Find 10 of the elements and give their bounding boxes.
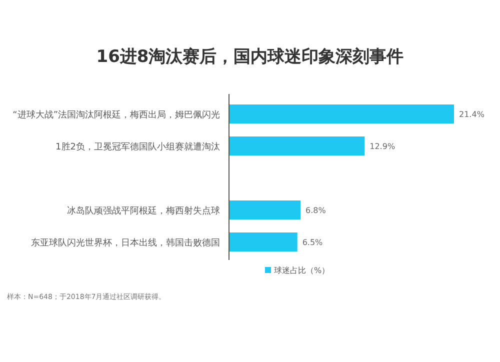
data-label: 6.8% bbox=[305, 206, 326, 215]
data-label: 21.4% bbox=[459, 110, 485, 119]
y-tick-label: 冰岛队顽强战平阿根廷，梅西射失点球 bbox=[67, 206, 220, 216]
legend-label: 球迷占比（%） bbox=[274, 266, 330, 275]
y-tick-label: “进球大战”法国淘汰阿根廷，梅西出局，姆巴佩闪光 bbox=[12, 110, 220, 120]
chart-title: 16进8淘汰赛后，国内球迷印象深刻事件 bbox=[96, 47, 404, 67]
y-tick-label: 1胜2负，卫冕冠军德国队小组赛就遭淘汰 bbox=[56, 142, 220, 152]
y-tick-label: 东亚球队闪光世界杯，日本出线，韩国击败德国 bbox=[31, 238, 220, 248]
data-label: 12.9% bbox=[370, 142, 396, 151]
data-label: 6.5% bbox=[302, 238, 324, 247]
